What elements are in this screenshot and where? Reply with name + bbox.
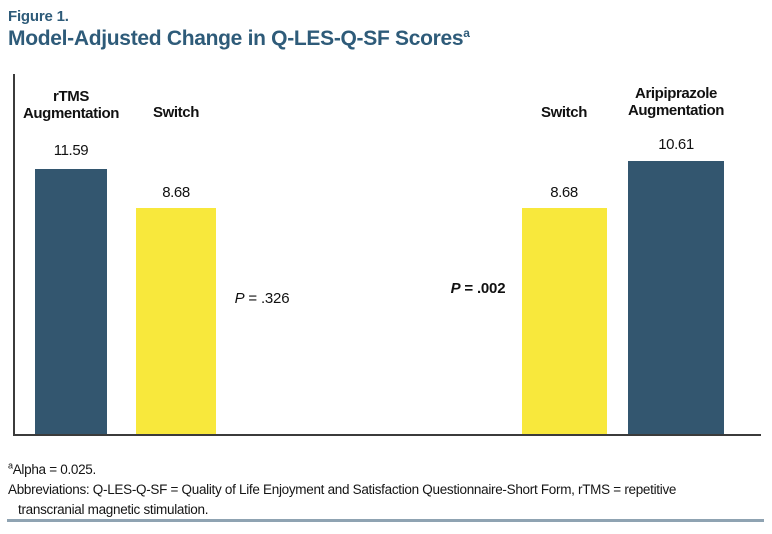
p-value-right: P = .002 [413,280,543,297]
p-value-left: P = .326 [197,290,327,307]
footnote-alpha: aAlpha = 0.025. [8,460,765,480]
figure-label: Figure 1. [8,8,69,25]
bar-value-switch-2: 8.68 [550,184,578,201]
bar-value-switch-1: 8.68 [162,184,190,201]
bar-label-rtms-augmentation: rTMS Augmentation [22,88,120,122]
p-value-left-symbol: P [234,290,245,307]
figure-title-superscript: a [463,26,470,40]
bar-label-aripiprazole-augmentation: Aripiprazole Augmentation [627,85,725,119]
bar-switch-1 [136,208,216,434]
figure-title-text: Model-Adjusted Change in Q-LES-Q-SF Scor… [8,27,464,50]
bar-rtms-augmentation [35,169,107,434]
bar-chart: rTMS Augmentation Switch Switch Aripipra… [0,60,772,440]
footnote-alpha-marker: a [8,460,13,471]
bar-switch-2 [522,208,607,434]
y-axis-line [13,74,15,436]
footnote-alpha-text: Alpha = 0.025. [12,462,97,477]
bar-value-rtms-augmentation: 11.59 [53,142,89,159]
footnote-abbreviations: Abbreviations: Q-LES-Q-SF = Quality of L… [8,482,677,517]
footnotes: aAlpha = 0.025. Abbreviations: Q-LES-Q-S… [8,460,765,520]
bar-label-switch-2: Switch [541,104,587,121]
bar-aripiprazole-augmentation [628,161,724,434]
bar-label-switch-1: Switch [153,104,199,121]
p-value-left-number: = .326 [244,290,290,307]
p-value-right-number: = .002 [460,280,506,297]
figure-title: Model-Adjusted Change in Q-LES-Q-SF Scor… [8,27,470,51]
bottom-rule [7,519,764,522]
bar-value-aripiprazole-augmentation: 10.61 [658,136,694,153]
p-value-right-symbol: P [450,280,461,297]
x-axis-line [13,434,761,436]
